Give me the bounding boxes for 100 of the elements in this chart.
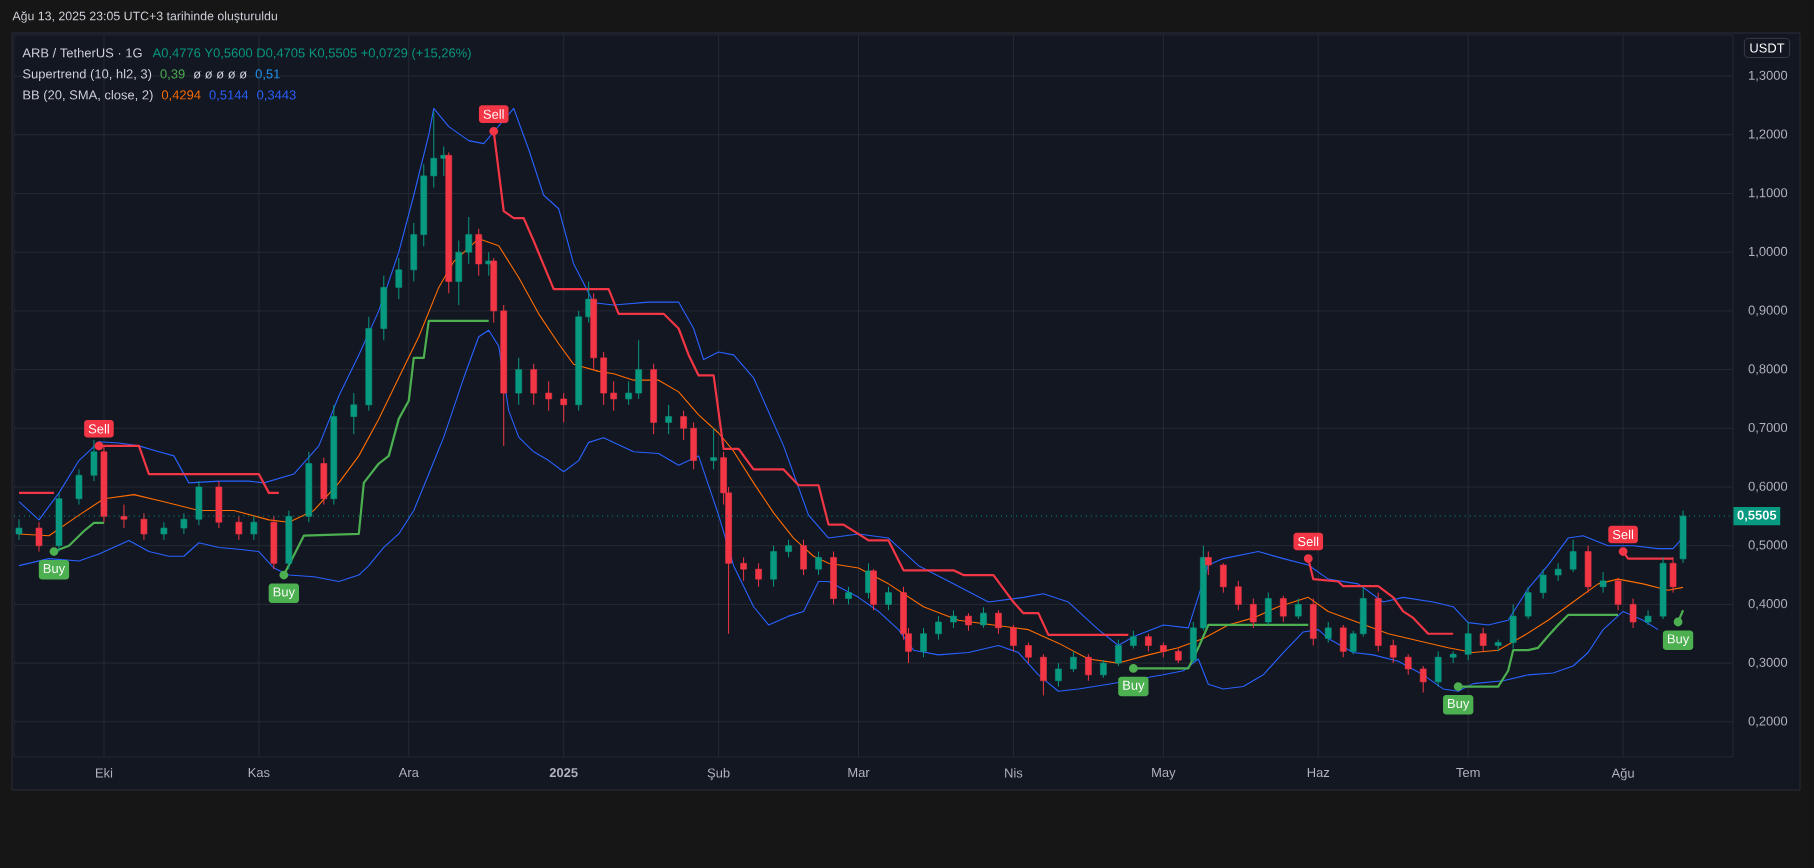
point	[1673, 617, 1683, 627]
x-tick-label: 2025	[549, 768, 578, 778]
candlestick	[1040, 653, 1047, 696]
candlestick	[885, 586, 892, 611]
x-tick-label: Nis	[1005, 768, 1023, 778]
y-tick-label: 0,3000	[1748, 657, 1788, 669]
candlestick	[515, 357, 523, 406]
annotation: 0,3443	[257, 90, 296, 102]
candlestick	[560, 392, 567, 423]
candlestick	[1554, 562, 1562, 582]
y-tick-label: 0,6000	[1748, 481, 1788, 493]
candlestick	[140, 512, 148, 541]
annotation: ø ø ø ø ø	[193, 71, 247, 79]
candlestick	[1324, 621, 1332, 644]
text: USDT	[1750, 43, 1785, 53]
y-tick-label: 0,9000	[1748, 305, 1788, 317]
y-tick-label: 1,0000	[1749, 246, 1788, 258]
candlestick	[1419, 665, 1427, 693]
candlestick	[1539, 568, 1547, 600]
candlestick	[1010, 624, 1017, 652]
chart-title: Ağu 13, 2025 23:05 UTC+3 tarihinde oluşturuldu	[12, 11, 277, 23]
candlestick	[1264, 592, 1272, 626]
annotation: Supertrend (10, hl2, 3)	[22, 68, 152, 82]
candlestick	[430, 110, 438, 189]
x-tick-label: May	[1152, 768, 1176, 780]
annotation: Sell	[1298, 536, 1319, 547]
candlestick	[15, 518, 23, 541]
candlestick	[1250, 598, 1257, 629]
candlestick	[1644, 609, 1652, 626]
candlestick	[350, 392, 358, 435]
y-tick-label: 0,5000	[1748, 540, 1788, 552]
annotation: 0,51	[255, 69, 280, 81]
point	[279, 570, 289, 580]
candlestick	[1479, 627, 1487, 652]
candlestick	[1339, 624, 1347, 658]
annotation: Buy	[43, 563, 66, 576]
annotation: Sell	[88, 424, 109, 434]
candlestick	[710, 427, 717, 470]
candlestick	[680, 410, 687, 441]
candlestick	[755, 562, 762, 588]
candlestick	[1389, 639, 1397, 664]
candlestick	[235, 515, 243, 541]
candlestick	[1070, 650, 1077, 673]
candlestick	[920, 627, 927, 658]
candlestick	[1614, 577, 1622, 611]
point	[489, 126, 499, 136]
candlestick	[1524, 586, 1532, 620]
x-tick-label: Kas	[248, 768, 270, 778]
candlestick	[545, 380, 552, 412]
annotation: Buy	[1667, 634, 1690, 646]
candlestick	[530, 363, 537, 406]
candlestick	[1085, 653, 1092, 682]
candlestick	[1349, 630, 1357, 655]
y-tick-label: 1,2000	[1749, 129, 1788, 141]
y-tick-label: 1,1000	[1749, 188, 1788, 199]
x-tick-label: Ara	[398, 768, 419, 778]
text: ARB / TetherUS · 1G	[22, 47, 142, 58]
x-tick-label: Tem	[1456, 768, 1480, 778]
candlestick	[1629, 598, 1637, 629]
candlestick	[120, 504, 128, 529]
candlestick	[610, 380, 617, 412]
x-tick-label: Şub	[707, 768, 730, 781]
point	[94, 441, 104, 451]
annotation: Sell	[1612, 529, 1633, 540]
candlestick	[665, 404, 672, 435]
y-tick-label: 0,4000	[1748, 599, 1788, 610]
candlestick	[35, 521, 43, 553]
point	[1303, 554, 1313, 564]
candlestick	[1025, 642, 1032, 664]
point	[49, 547, 59, 556]
ref-line-label: 0,5505	[1737, 510, 1777, 522]
candlestick	[1404, 653, 1412, 676]
candlestick	[90, 439, 98, 482]
annotation: 0,4294	[161, 90, 201, 102]
x-tick-label: Ağu	[1611, 768, 1634, 781]
candlestick	[1294, 598, 1302, 620]
candlestick	[995, 609, 1002, 635]
y-tick-label: 0,7000	[1748, 422, 1788, 434]
annotation: Buy	[1123, 680, 1145, 693]
candlestick	[1115, 639, 1122, 667]
annotation: Buy	[1448, 698, 1470, 711]
candlestick	[740, 556, 747, 582]
candlestick	[815, 551, 822, 576]
annotation: Buy	[273, 587, 295, 600]
y-tick-label: 0,8000	[1748, 364, 1788, 375]
annotation: Sell	[483, 109, 504, 119]
candlestick	[1235, 580, 1242, 611]
candlestick	[935, 615, 942, 641]
candlestick	[1569, 539, 1577, 573]
candlestick	[465, 216, 473, 265]
candlestick	[980, 606, 987, 629]
point	[1128, 663, 1138, 673]
point	[1453, 682, 1463, 691]
candlestick	[635, 339, 642, 400]
candlestick	[1220, 562, 1227, 594]
annotation: A0,4776 Y0,5600 D0,4705 K0,5505 +0,0729 (+15,26%)	[152, 47, 471, 61]
point	[1618, 547, 1628, 556]
candlestick	[800, 539, 807, 576]
x-tick-label: Mar	[848, 768, 870, 778]
candlestick	[75, 468, 83, 506]
